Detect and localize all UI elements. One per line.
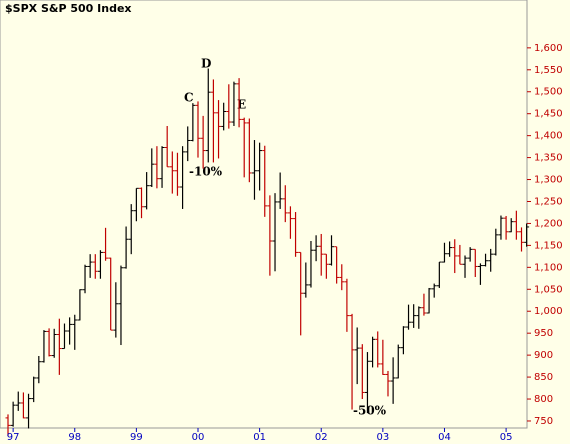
x-tick-label: 03 [376, 432, 389, 443]
x-tick-label: 00 [192, 432, 205, 443]
y-tick-label: 1,050 [534, 284, 563, 295]
y-tick-label: 1,300 [534, 175, 563, 186]
y-tick-label: 1,350 [534, 153, 563, 164]
y-tick-label: 1,400 [534, 131, 563, 142]
y-tick-label: 1,100 [534, 262, 563, 273]
y-tick-label: 850 [534, 372, 553, 383]
x-tick-label: 04 [438, 432, 451, 443]
y-tick-label: 900 [534, 350, 553, 361]
x-tick-label: 01 [253, 432, 266, 443]
chart-title: $SPX S&P 500 Index [5, 2, 132, 15]
x-tick-label: 05 [500, 432, 513, 443]
x-tick-label: 99 [130, 432, 143, 443]
annotation: -10% [189, 165, 223, 179]
annotation: D [201, 57, 211, 71]
x-tick-label: 02 [315, 432, 328, 443]
annotation: C [184, 91, 194, 105]
y-tick-label: 950 [534, 328, 553, 339]
x-tick-label: 97 [7, 432, 20, 443]
y-tick-label: 800 [534, 394, 553, 405]
y-tick-label: 1,500 [534, 87, 563, 98]
y-tick-label: 1,600 [534, 43, 563, 54]
y-tick-label: 1,550 [534, 65, 563, 76]
y-tick-label: 1,450 [534, 109, 563, 120]
x-tick-label: 98 [68, 432, 81, 443]
y-tick-label: 1,200 [534, 218, 563, 229]
y-tick-label: 1,150 [534, 240, 563, 251]
y-tick-label: 1,000 [534, 306, 563, 317]
plot-area [0, 0, 528, 429]
annotation: E [237, 98, 246, 112]
y-tick-label: 1,250 [534, 196, 563, 207]
annotation: -50% [353, 404, 387, 418]
y-tick-label: 750 [534, 416, 553, 427]
